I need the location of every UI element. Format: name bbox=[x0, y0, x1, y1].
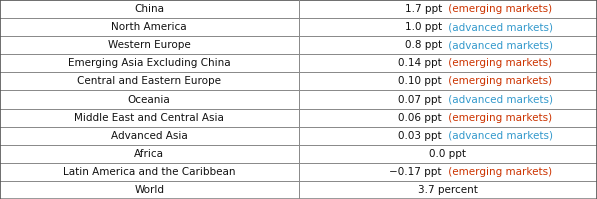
Bar bbox=[0, 72, 597, 91]
Text: −0.17 ppt: −0.17 ppt bbox=[389, 167, 442, 177]
Text: (advanced markets): (advanced markets) bbox=[445, 22, 553, 32]
Text: (emerging markets): (emerging markets) bbox=[445, 58, 552, 68]
Text: (emerging markets): (emerging markets) bbox=[445, 167, 552, 177]
Text: Central and Eastern Europe: Central and Eastern Europe bbox=[77, 76, 221, 86]
Text: Oceania: Oceania bbox=[128, 95, 171, 104]
Text: World: World bbox=[134, 185, 164, 195]
Text: Africa: Africa bbox=[134, 149, 164, 159]
Bar bbox=[0, 54, 597, 72]
Text: (emerging markets): (emerging markets) bbox=[445, 76, 552, 86]
Bar bbox=[0, 91, 597, 108]
Text: (emerging markets): (emerging markets) bbox=[445, 4, 552, 14]
Bar bbox=[0, 108, 597, 127]
Text: 0.07 ppt: 0.07 ppt bbox=[398, 95, 442, 104]
Text: (emerging markets): (emerging markets) bbox=[445, 113, 552, 123]
Text: Latin America and the Caribbean: Latin America and the Caribbean bbox=[63, 167, 235, 177]
Text: (advanced markets): (advanced markets) bbox=[445, 131, 553, 141]
Text: 0.03 ppt: 0.03 ppt bbox=[398, 131, 442, 141]
Text: 0.0 ppt: 0.0 ppt bbox=[429, 149, 466, 159]
Text: 1.7 ppt: 1.7 ppt bbox=[405, 4, 442, 14]
Text: 0.8 ppt: 0.8 ppt bbox=[405, 40, 442, 50]
Bar bbox=[0, 18, 597, 36]
Text: 0.06 ppt: 0.06 ppt bbox=[398, 113, 442, 123]
Bar bbox=[0, 127, 597, 145]
Bar bbox=[0, 163, 597, 181]
Bar bbox=[0, 145, 597, 163]
Text: (advanced markets): (advanced markets) bbox=[445, 40, 553, 50]
Bar bbox=[0, 181, 597, 199]
Text: China: China bbox=[134, 4, 164, 14]
Text: North America: North America bbox=[112, 22, 187, 32]
Text: Middle East and Central Asia: Middle East and Central Asia bbox=[74, 113, 224, 123]
Text: Advanced Asia: Advanced Asia bbox=[111, 131, 187, 141]
Text: 0.10 ppt: 0.10 ppt bbox=[398, 76, 442, 86]
Bar bbox=[0, 36, 597, 54]
Text: 3.7 percent: 3.7 percent bbox=[418, 185, 478, 195]
Text: 0.14 ppt: 0.14 ppt bbox=[398, 58, 442, 68]
Text: Emerging Asia Excluding China: Emerging Asia Excluding China bbox=[68, 58, 230, 68]
Text: 1.0 ppt: 1.0 ppt bbox=[405, 22, 442, 32]
Bar bbox=[0, 0, 597, 18]
Text: Western Europe: Western Europe bbox=[108, 40, 190, 50]
Text: (advanced markets): (advanced markets) bbox=[445, 95, 553, 104]
